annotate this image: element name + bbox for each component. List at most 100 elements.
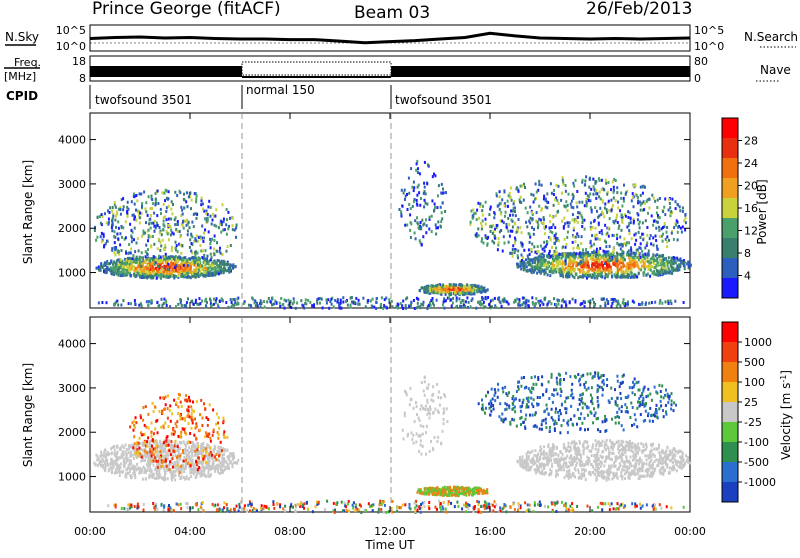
power-cell <box>184 306 186 309</box>
power-cell <box>114 219 116 222</box>
power-cell <box>587 251 589 254</box>
velocity-cell <box>135 455 137 458</box>
power-cell <box>181 270 183 273</box>
velocity-cell <box>119 474 121 477</box>
power-cell <box>492 299 494 302</box>
power-cell <box>106 221 108 224</box>
power-cell <box>537 259 539 262</box>
power-cell <box>161 233 163 236</box>
power-cell <box>620 266 622 269</box>
power-cell <box>613 263 615 266</box>
power-cell <box>617 201 619 204</box>
power-cell <box>483 242 485 245</box>
power-cell <box>639 303 641 306</box>
power-cell <box>490 206 492 209</box>
power-cell <box>562 266 564 269</box>
power-cell <box>663 272 665 275</box>
power-cell <box>120 213 122 216</box>
power-cell <box>656 220 658 223</box>
power-cell <box>599 231 601 234</box>
power-cell <box>592 226 594 229</box>
power-cell <box>173 277 175 280</box>
power-cell <box>549 227 551 230</box>
power-cell <box>158 255 160 258</box>
power-cell <box>130 302 132 305</box>
velocity-cell <box>192 441 194 444</box>
power-cell <box>260 305 262 308</box>
power-cell <box>653 244 655 247</box>
velocity-cell <box>178 461 180 464</box>
power-cell <box>659 299 661 302</box>
power-cell <box>467 289 469 292</box>
power-cell <box>531 265 533 268</box>
power-cell <box>434 206 436 209</box>
power-cell <box>186 276 188 279</box>
power-cell <box>199 297 201 300</box>
power-cell <box>133 195 135 198</box>
power-cell <box>565 190 567 193</box>
power-cell <box>606 232 608 235</box>
power-cell <box>145 255 147 258</box>
power-cell <box>628 264 630 267</box>
power-cell <box>601 232 603 235</box>
power-cell <box>616 186 618 189</box>
power-cell <box>264 306 266 309</box>
power-cell <box>186 191 188 194</box>
power-cell <box>668 198 670 201</box>
velocity-cell <box>180 442 182 445</box>
power-cell <box>675 261 677 264</box>
power-cell <box>632 300 634 303</box>
power-cell <box>631 237 633 240</box>
power-cell <box>600 263 602 266</box>
power-cell <box>177 250 179 253</box>
power-cell <box>305 302 307 305</box>
power-cell <box>552 223 554 226</box>
power-cell <box>207 219 209 222</box>
power-cell <box>616 274 618 277</box>
power-cell <box>683 301 685 304</box>
power-cell <box>183 269 185 272</box>
power-cell <box>214 224 216 227</box>
power-cell <box>174 191 176 194</box>
power-cell <box>441 211 443 214</box>
power-cell <box>139 221 141 224</box>
power-cell <box>619 209 621 212</box>
power-cell <box>677 269 679 272</box>
velocity-cell <box>226 449 228 452</box>
power-cell <box>120 271 122 274</box>
power-cell <box>571 200 573 203</box>
power-cell <box>580 242 582 245</box>
power-cell <box>179 235 181 238</box>
power-cell <box>404 224 406 227</box>
power-cell <box>135 209 137 212</box>
power-cell <box>592 298 594 301</box>
power-cell <box>157 274 159 277</box>
power-cell <box>229 217 231 220</box>
power-cell <box>546 192 548 195</box>
power-cell <box>595 238 597 241</box>
power-cell <box>187 230 189 233</box>
power-cell <box>606 193 608 196</box>
power-cell <box>213 252 215 255</box>
power-cell <box>182 213 184 216</box>
power-cell <box>148 229 150 232</box>
power-cell <box>113 303 115 306</box>
power-cell <box>514 210 516 213</box>
velocity-cell <box>174 474 176 477</box>
power-cell <box>684 214 686 217</box>
power-cell <box>129 223 131 226</box>
power-cell <box>633 274 635 277</box>
power-cell <box>266 300 268 303</box>
power-cell <box>331 303 333 306</box>
power-cell <box>547 273 549 276</box>
power-cell <box>137 265 139 268</box>
ytick-label: 2000 <box>58 222 86 235</box>
power-cell <box>154 220 156 223</box>
power-cell <box>261 302 263 305</box>
power-cell <box>658 226 660 229</box>
power-cell <box>192 272 194 275</box>
power-cell <box>169 275 171 278</box>
power-cell <box>507 230 509 233</box>
power-cell <box>582 257 584 260</box>
power-cell <box>100 235 102 238</box>
